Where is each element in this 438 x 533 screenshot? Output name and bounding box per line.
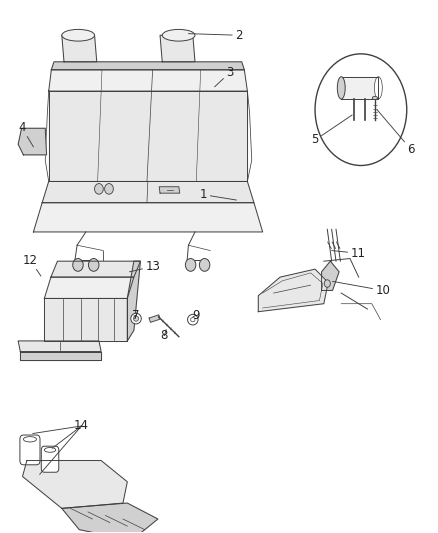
Circle shape: [88, 259, 99, 271]
Ellipse shape: [134, 316, 139, 321]
Ellipse shape: [187, 314, 198, 325]
Circle shape: [105, 183, 113, 194]
Polygon shape: [20, 352, 101, 360]
Text: 3: 3: [215, 66, 233, 87]
Polygon shape: [127, 261, 141, 341]
Text: 10: 10: [332, 281, 390, 297]
Circle shape: [185, 259, 196, 271]
Circle shape: [199, 259, 210, 271]
Polygon shape: [51, 62, 244, 70]
Polygon shape: [33, 203, 263, 232]
Polygon shape: [49, 91, 247, 181]
Polygon shape: [341, 77, 378, 99]
Polygon shape: [51, 261, 141, 277]
Text: 1: 1: [200, 188, 237, 201]
Text: 2: 2: [188, 29, 242, 42]
Ellipse shape: [337, 77, 345, 99]
Polygon shape: [149, 315, 160, 322]
Polygon shape: [160, 35, 195, 62]
Text: 5: 5: [311, 115, 352, 147]
Polygon shape: [321, 261, 339, 290]
Polygon shape: [18, 341, 101, 352]
Text: 12: 12: [23, 254, 41, 276]
Polygon shape: [44, 298, 127, 341]
Polygon shape: [22, 461, 127, 508]
Circle shape: [95, 183, 103, 194]
Circle shape: [73, 259, 83, 271]
Text: 4: 4: [18, 120, 33, 147]
Ellipse shape: [191, 318, 195, 322]
Ellipse shape: [44, 448, 56, 453]
Text: 6: 6: [377, 110, 415, 156]
Ellipse shape: [23, 437, 36, 442]
Circle shape: [315, 54, 407, 165]
FancyBboxPatch shape: [20, 435, 40, 465]
FancyBboxPatch shape: [41, 446, 59, 472]
Ellipse shape: [162, 29, 195, 41]
Text: 13: 13: [130, 260, 160, 273]
Polygon shape: [62, 503, 158, 533]
Polygon shape: [44, 277, 134, 298]
Polygon shape: [42, 181, 254, 203]
Text: 11: 11: [332, 247, 365, 260]
Text: 8: 8: [161, 329, 168, 342]
Polygon shape: [62, 35, 97, 62]
Text: 14: 14: [74, 419, 89, 432]
Text: 9: 9: [192, 309, 200, 322]
Polygon shape: [258, 269, 328, 312]
Ellipse shape: [131, 313, 141, 324]
Polygon shape: [49, 70, 247, 91]
Text: 7: 7: [132, 309, 140, 322]
Circle shape: [324, 280, 330, 287]
Polygon shape: [18, 128, 46, 155]
Ellipse shape: [62, 29, 95, 41]
Ellipse shape: [374, 77, 382, 99]
Polygon shape: [159, 187, 180, 193]
Ellipse shape: [372, 96, 378, 100]
